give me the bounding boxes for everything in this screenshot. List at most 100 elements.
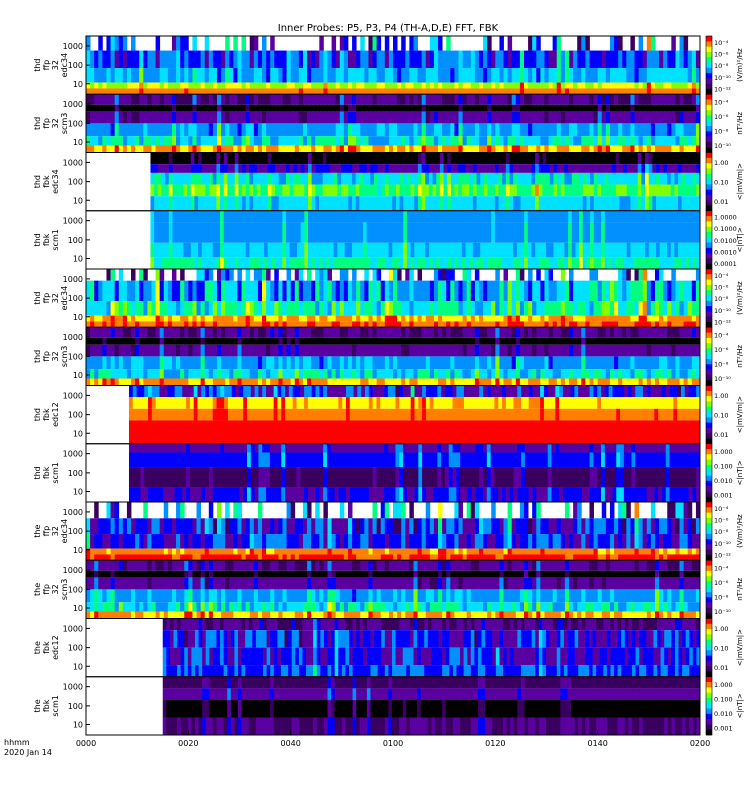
spectrogram-cell <box>249 172 254 185</box>
spectrogram-cell <box>579 222 584 243</box>
spectrogram-cell <box>648 196 653 211</box>
spectrogram-cell <box>290 301 296 316</box>
spectrogram-cell <box>294 111 300 124</box>
spectrogram-cell <box>458 111 463 124</box>
spectrogram-cell <box>414 184 419 197</box>
spectrogram-cell <box>110 82 116 89</box>
spectrogram-cell <box>356 94 361 105</box>
spectrogram-cell <box>626 321 631 328</box>
spectrogram-cell <box>376 94 382 105</box>
spectrogram-cell <box>502 164 507 173</box>
spectrogram-cell <box>274 94 279 105</box>
spectrogram-cell <box>192 50 197 69</box>
spectrogram-cell <box>368 145 373 153</box>
spectrogram-cell <box>542 164 547 173</box>
spectrogram-cell <box>593 94 599 105</box>
spectrogram-cell <box>511 337 517 345</box>
spectrogram-cell <box>225 68 230 83</box>
spectrogram-cell <box>337 210 342 223</box>
spectrogram-cell <box>253 152 258 165</box>
spectrogram-cell <box>159 82 165 89</box>
spectrogram-cell <box>184 356 189 370</box>
spectrogram-cell <box>582 164 587 173</box>
spectrogram-cell <box>469 196 474 211</box>
spectrogram-cell <box>527 164 532 173</box>
spectrogram-cell <box>297 164 302 173</box>
spectrogram-cell <box>597 210 602 223</box>
spectrogram-cell <box>405 82 410 89</box>
spectrogram-cell <box>298 111 304 124</box>
spectrogram-cell <box>638 123 644 137</box>
spectrogram-cell <box>286 337 292 345</box>
spectrogram-cell <box>540 315 545 322</box>
spectrogram-cell <box>499 88 504 95</box>
spectrogram-cell <box>671 36 676 51</box>
spectrogram-cell <box>388 172 393 185</box>
spectrogram-cell <box>311 280 316 302</box>
spectrogram-cell <box>499 104 504 112</box>
spectrogram-cell <box>98 337 103 345</box>
spectrogram-cell <box>256 210 261 223</box>
spectrogram-cell <box>575 172 580 185</box>
spectrogram-cell <box>319 145 324 153</box>
spectrogram-cell <box>204 344 210 357</box>
spectrogram-cell <box>307 145 312 153</box>
spectrogram-cell <box>256 222 261 243</box>
spectrogram-cell <box>433 356 439 370</box>
spectrogram-cell <box>499 68 504 83</box>
colorbar-tick-label: 10⁻⁸ <box>714 128 729 136</box>
spectrogram-cell <box>397 269 402 281</box>
spectrogram-cell <box>671 50 676 69</box>
spectrogram-cell <box>608 242 613 258</box>
spectrogram-cell <box>590 196 595 211</box>
spectrogram-cell <box>656 172 661 185</box>
spectrogram-cell <box>102 280 107 302</box>
spectrogram-cell <box>304 257 309 269</box>
spectrogram-cell <box>675 88 680 95</box>
spectrogram-cell <box>347 82 353 89</box>
spectrogram-cell <box>249 68 255 83</box>
spectrogram-cell <box>154 172 159 185</box>
spectrogram-cell <box>262 397 267 409</box>
spectrogram-cell <box>380 301 386 316</box>
spectrogram-cell <box>507 111 513 124</box>
spectrogram-cell <box>241 36 247 51</box>
spectrogram-cell <box>618 145 623 153</box>
spectrogram-cell <box>110 301 116 316</box>
spectrogram-cell <box>348 184 353 197</box>
spectrogram-cell <box>520 242 525 258</box>
spectrogram-cell <box>417 280 423 302</box>
spectrogram-cell <box>695 321 701 328</box>
spectrogram-cell <box>337 222 342 243</box>
spectrogram-cell <box>691 111 697 124</box>
spectrogram-cell <box>86 369 91 379</box>
spectrogram-cell <box>167 385 172 398</box>
spectrogram-cell <box>352 82 357 89</box>
spectrogram-cell <box>143 369 148 379</box>
spectrogram-cell <box>110 94 116 105</box>
spectrogram-cell <box>290 136 296 146</box>
spectrogram-cell <box>356 104 361 112</box>
spectrogram-cell <box>216 420 221 444</box>
panel-label-line: edc34 <box>60 286 69 311</box>
spectrogram-cell <box>176 184 181 197</box>
spectrogram-cell <box>450 196 455 211</box>
spectrogram-cell <box>618 36 623 51</box>
spectrogram-cell <box>515 50 521 69</box>
spectrogram-cell <box>163 145 169 153</box>
spectrogram-cell <box>278 337 283 345</box>
spectrogram-cell <box>560 378 566 386</box>
spectrogram-cell <box>216 257 221 269</box>
spectrogram-cell <box>589 104 594 112</box>
spectrogram-cell <box>409 327 414 338</box>
spectrogram-cell <box>495 88 500 95</box>
spectrogram-cell <box>450 111 455 124</box>
spectrogram-cell <box>249 123 255 137</box>
spectrogram-cell <box>193 397 198 409</box>
spectrogram-cell <box>687 82 693 89</box>
spectrogram-cell <box>626 172 631 185</box>
spectrogram-cell <box>161 172 166 185</box>
spectrogram-cell <box>171 145 177 153</box>
spectrogram-cell <box>413 378 418 386</box>
spectrogram-cell <box>90 356 95 370</box>
